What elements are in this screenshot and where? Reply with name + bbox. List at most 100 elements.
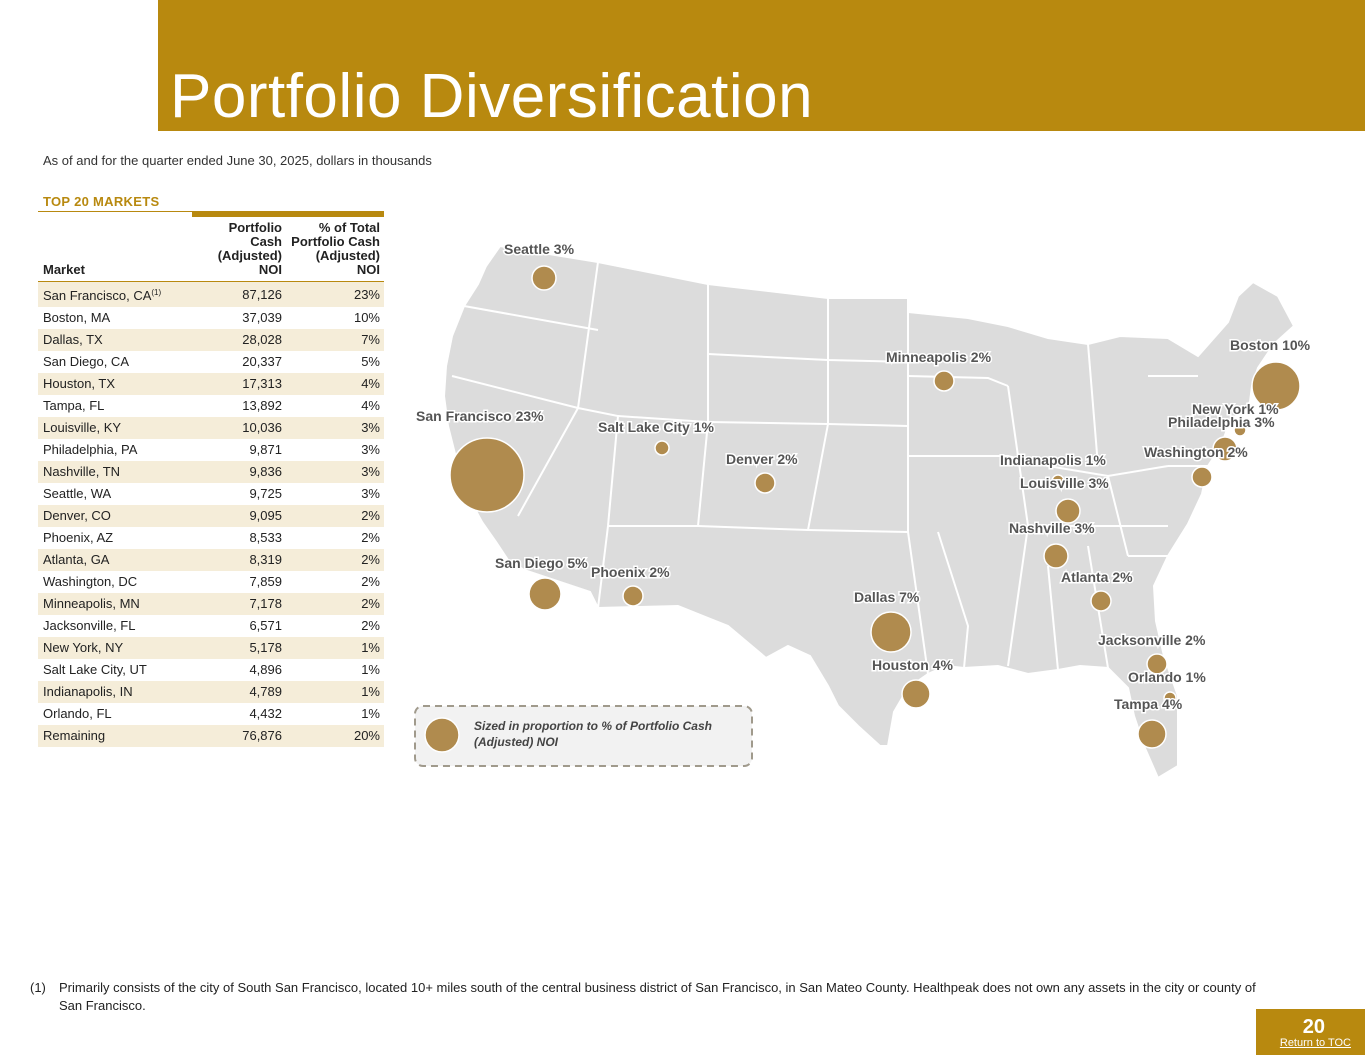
- cell-market: Minneapolis, MN: [38, 593, 197, 615]
- market-name: Philadelphia, PA: [43, 442, 138, 457]
- cell-noi: 9,836: [197, 461, 286, 483]
- cell-noi: 6,571: [249, 618, 282, 633]
- cell-market: Atlanta, GA: [38, 549, 197, 571]
- cell-noi: 5,178: [197, 637, 286, 659]
- table-row: Seattle, WA 9,725 3%: [38, 483, 384, 505]
- market-name: New York, NY: [43, 640, 124, 655]
- cell-pct: 5%: [361, 354, 380, 369]
- footnote-ref: (1): [151, 288, 162, 297]
- header-market: Market: [38, 217, 197, 282]
- label-minneapolis: Minneapolis 2%: [886, 349, 992, 365]
- cell-market: Phoenix, AZ: [38, 527, 197, 549]
- page-footer-box: 20 Return to TOC: [1256, 1009, 1365, 1055]
- cell-noi: 7,859: [249, 574, 282, 589]
- cell-noi: 13,892: [242, 398, 282, 413]
- cell-market: Jacksonville, FL: [38, 615, 197, 637]
- cell-noi: 76,876: [197, 725, 286, 747]
- bubbles: [449, 265, 1301, 749]
- footnote-marker: (1): [30, 980, 46, 995]
- market-name: Atlanta, GA: [43, 552, 110, 567]
- cell-market: Denver, CO: [38, 505, 197, 527]
- cell-noi: 4,789: [197, 681, 286, 703]
- cell-noi: 8,533: [249, 530, 282, 545]
- market-name: Dallas, TX: [43, 332, 103, 347]
- label-philadelphia: Philadelphia 3%: [1168, 414, 1275, 430]
- table-row: Dallas, TX 28,028 7%: [38, 329, 384, 351]
- label-new-york: New York 1%: [1192, 401, 1279, 417]
- table-row: Boston, MA 37,039 10%: [38, 307, 384, 329]
- market-name: San Francisco, CA: [43, 288, 152, 303]
- map-legend: Sized in proportion to % of Portfolio Ca…: [414, 705, 753, 767]
- cell-market: Seattle, WA: [38, 483, 197, 505]
- market-name: Tampa, FL: [43, 398, 105, 413]
- bubble-orlando: [1163, 691, 1177, 705]
- cell-market: Tampa, FL: [38, 395, 197, 417]
- cell-pct: 2%: [361, 574, 380, 589]
- table-row: Philadelphia, PA 9,871 3%: [38, 439, 384, 461]
- label-atlanta: Atlanta 2%: [1061, 569, 1133, 585]
- cell-noi: 10,036: [197, 417, 286, 439]
- subtitle: As of and for the quarter ended June 30,…: [43, 153, 432, 168]
- cell-pct: 4%: [286, 373, 384, 395]
- cell-market: New York, NY: [38, 637, 197, 659]
- bubble-louisville: [1055, 498, 1081, 524]
- cell-pct: 2%: [286, 505, 384, 527]
- bubble-seattle: [531, 265, 557, 291]
- bubble-san-diego: [528, 577, 562, 611]
- cell-noi: 7,178: [197, 593, 286, 615]
- map-labels: Seattle 3% San Francisco 23% Salt Lake C…: [415, 240, 1313, 714]
- title-banner: Portfolio Diversification: [158, 0, 1365, 131]
- market-name: Seattle, WA: [43, 486, 112, 501]
- table-row: San Diego, CA 20,337 5%: [38, 351, 384, 373]
- bubble-houston: [901, 679, 931, 709]
- header-pct: % of Total Portfolio Cash (Adjusted) NOI: [286, 217, 384, 282]
- cell-pct: 23%: [286, 281, 384, 307]
- market-name: Louisville, KY: [43, 420, 122, 435]
- section-label: TOP 20 MARKETS: [43, 194, 160, 209]
- table-row: Tampa, FL 13,892 4%: [38, 395, 384, 417]
- label-san-diego: San Diego 5%: [495, 555, 588, 571]
- bubble-dallas: [870, 611, 912, 653]
- cell-pct: 3%: [361, 442, 380, 457]
- table-row: Denver, CO 9,095 2%: [38, 505, 384, 527]
- return-to-toc-link[interactable]: Return to TOC: [1279, 1037, 1351, 1049]
- label-salt-lake-city: Salt Lake City 1%: [598, 419, 714, 435]
- label-dallas: Dallas 7%: [854, 589, 920, 605]
- label-nashville: Nashville 3%: [1009, 520, 1095, 536]
- market-name: Salt Lake City, UT: [43, 662, 147, 677]
- market-name: Jacksonville, FL: [43, 618, 136, 633]
- divider: [38, 211, 192, 212]
- label-tampa: Tampa 4%: [1114, 696, 1183, 712]
- cell-pct: 3%: [361, 486, 380, 501]
- cell-pct: 2%: [286, 549, 384, 571]
- table-row: Orlando, FL 4,432 1%: [38, 703, 384, 725]
- bubble-jacksonville: [1146, 653, 1168, 675]
- bubble-denver: [754, 472, 776, 494]
- label-jacksonville: Jacksonville 2%: [1098, 632, 1206, 648]
- bubble-nashville: [1043, 543, 1069, 569]
- cell-noi: 37,039: [242, 310, 282, 325]
- market-name: Phoenix, AZ: [43, 530, 114, 545]
- cell-market: Dallas, TX: [38, 329, 197, 351]
- cell-noi: 17,313: [197, 373, 286, 395]
- label-indianapolis: Indianapolis 1%: [1000, 452, 1106, 468]
- table-row: Louisville, KY 10,036 3%: [38, 417, 384, 439]
- legend-text-line-2: (Adjusted) NOI: [474, 735, 559, 749]
- cell-market: Philadelphia, PA: [38, 439, 197, 461]
- label-houston: Houston 4%: [872, 657, 953, 673]
- market-name: Boston, MA: [43, 310, 111, 325]
- cell-pct: 2%: [286, 593, 384, 615]
- table-row: Minneapolis, MN 7,178 2%: [38, 593, 384, 615]
- cell-market: San Francisco, CA(1): [38, 281, 197, 307]
- cell-pct: 10%: [353, 310, 380, 325]
- header-accent-bar: [192, 211, 384, 217]
- us-landmass: [442, 244, 1296, 780]
- cell-pct: 1%: [361, 662, 380, 677]
- cell-pct: 2%: [361, 530, 380, 545]
- table-row: Remaining 76,876 20%: [38, 725, 384, 747]
- cell-pct: 2%: [361, 618, 380, 633]
- footnote-text: Primarily consists of the city of South …: [59, 980, 1256, 1013]
- table-row: San Francisco, CA(1) 87,126 23%: [38, 281, 384, 307]
- header-noi: Portfolio Cash (Adjusted) NOI: [197, 217, 286, 282]
- table-row: Houston, TX 17,313 4%: [38, 373, 384, 395]
